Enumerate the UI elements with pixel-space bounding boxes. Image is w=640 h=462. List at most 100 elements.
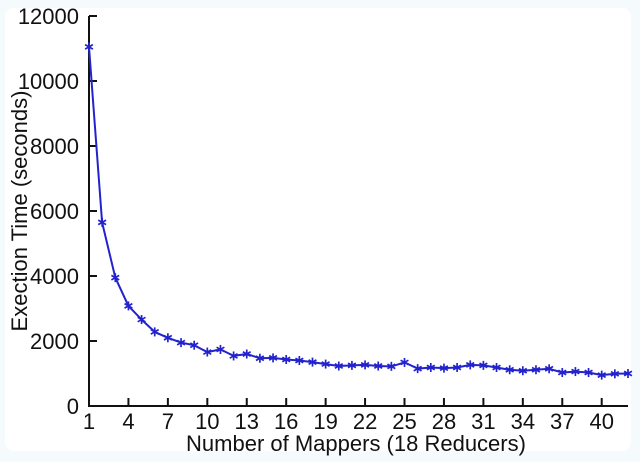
marker-stroke (321, 361, 330, 368)
y-tick-label: 0 (67, 394, 79, 419)
marker-stroke (531, 366, 541, 373)
y-tick-label: 6000 (30, 199, 79, 224)
marker-stroke (557, 369, 567, 376)
data-point-marker (439, 363, 449, 373)
marker-stroke (610, 370, 620, 377)
data-point-marker (268, 353, 278, 363)
y-tick-label: 10000 (18, 69, 79, 94)
data-point-marker (150, 327, 160, 337)
marker-stroke (387, 363, 396, 370)
marker-stroke (426, 364, 436, 371)
marker-stroke (465, 361, 475, 368)
marker-stroke (452, 364, 462, 371)
data-point-marker (505, 365, 515, 375)
marker-stroke (255, 355, 265, 362)
marker-stroke (124, 302, 133, 309)
chart-generated-layer: 1 4 7 10 13 16 19 22 25 28 31 34 37 40 0 2000 4000 6000 80… (18, 4, 633, 434)
data-point-marker (334, 361, 344, 371)
data-point-marker (531, 365, 541, 375)
x-tick-label: 40 (589, 409, 613, 434)
x-axis-title: Number of Mappers (18 Reducers) (186, 431, 526, 456)
x-tick-label: 31 (471, 409, 495, 434)
data-point-marker (281, 355, 291, 365)
marker-stroke (492, 364, 501, 371)
data-point-marker (84, 42, 94, 52)
marker-stroke (84, 43, 94, 50)
x-tick-label: 19 (313, 409, 337, 434)
data-point-marker (97, 217, 107, 227)
data-point-marker (347, 360, 357, 370)
marker-stroke (334, 363, 344, 370)
y-axis-title: Exection Time (seconds) (7, 91, 32, 332)
marker-stroke (268, 354, 278, 361)
marker-stroke (229, 352, 238, 359)
x-tick-label: 7 (162, 409, 174, 434)
data-point-marker (623, 369, 633, 378)
data-point-marker (557, 368, 567, 378)
marker-stroke (597, 372, 607, 379)
data-point-marker (189, 340, 199, 350)
data-point-marker (571, 367, 580, 377)
data-point-marker (242, 349, 252, 359)
y-tick-label: 4000 (30, 264, 79, 289)
data-point-marker (387, 361, 396, 371)
data-point-marker (176, 338, 186, 348)
data-point-marker (426, 362, 436, 372)
marker-stroke (360, 361, 370, 368)
data-point-marker (373, 361, 383, 371)
marker-stroke (544, 365, 554, 372)
x-tick-label: 16 (274, 409, 298, 434)
marker-stroke (623, 370, 633, 377)
x-tick-label: 34 (511, 409, 535, 434)
x-tick-label: 1 (83, 409, 95, 434)
marker-stroke (150, 328, 160, 335)
marker-stroke (216, 346, 225, 353)
marker-stroke (97, 219, 107, 226)
data-point-marker (610, 369, 620, 379)
marker-stroke (584, 369, 593, 376)
y-tick-label: 8000 (30, 134, 79, 159)
marker-stroke (479, 362, 488, 369)
marker-stroke (400, 359, 409, 366)
data-point-marker (321, 359, 330, 369)
data-point-marker (308, 357, 317, 367)
marker-stroke (308, 359, 317, 366)
data-point-marker (465, 360, 475, 370)
data-point-marker (400, 357, 409, 367)
x-tick-label: 4 (122, 409, 134, 434)
x-tick-label: 13 (235, 409, 259, 434)
figure-canvas (5, 8, 631, 451)
marker-stroke (176, 339, 186, 346)
marker-stroke (281, 356, 291, 363)
data-point-marker (360, 360, 370, 370)
data-point-marker (479, 360, 488, 370)
marker-stroke (505, 366, 515, 373)
x-tick-label: 28 (432, 409, 456, 434)
marker-stroke (189, 342, 199, 349)
data-point-marker (163, 333, 173, 343)
marker-stroke (373, 363, 383, 370)
marker-stroke (295, 357, 304, 364)
marker-stroke (202, 349, 212, 356)
y-tick-label: 2000 (30, 329, 79, 354)
data-point-marker (295, 356, 304, 365)
marker-stroke (347, 362, 357, 369)
data-point-marker (255, 353, 265, 363)
data-point-marker (518, 366, 528, 376)
data-point-marker (492, 362, 501, 372)
data-point-marker (202, 347, 212, 357)
marker-stroke (163, 334, 173, 341)
data-point-marker (413, 364, 422, 374)
data-point-marker (124, 301, 133, 311)
data-point-marker (229, 351, 238, 361)
marker-stroke (242, 351, 252, 357)
x-tick-label: 37 (550, 409, 574, 434)
data-point-marker (544, 364, 554, 374)
marker-stroke (571, 368, 580, 375)
marker-stroke (110, 274, 120, 281)
x-tick-label: 10 (195, 409, 219, 434)
marker-stroke (439, 365, 449, 372)
data-point-marker (584, 368, 593, 378)
series-line (88, 46, 629, 377)
